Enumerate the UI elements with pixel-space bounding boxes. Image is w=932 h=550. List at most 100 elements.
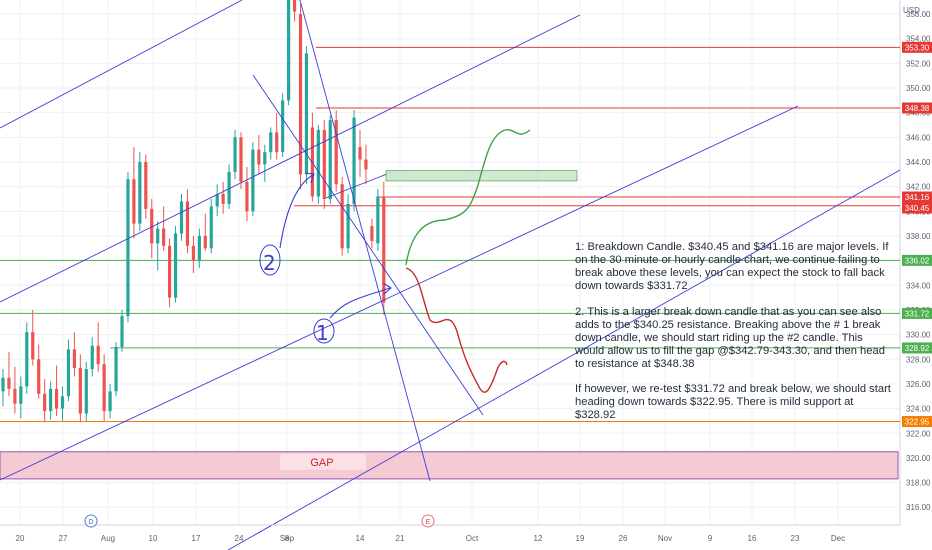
- candle-body: [126, 179, 130, 317]
- candle-body: [132, 179, 136, 224]
- event-marker-label: E: [426, 519, 431, 526]
- analysis-note-3: If however, we re-test $331.72 and break…: [575, 383, 895, 422]
- candle-body: [108, 391, 112, 412]
- price-level-tag-label: 340.45: [905, 204, 930, 213]
- candle-body: [84, 369, 88, 414]
- time-tick-label: 19: [576, 534, 585, 543]
- arrow-2: [279, 172, 315, 249]
- price-level-tag: [902, 254, 932, 266]
- time-tick-label: 20: [16, 534, 25, 543]
- price-tick-label: 346.00: [906, 133, 931, 142]
- candle-body: [144, 162, 148, 209]
- time-tick-label: 21: [396, 534, 405, 543]
- candle-body: [376, 196, 380, 244]
- candle-body: [114, 346, 118, 392]
- candle-body: [233, 137, 237, 172]
- candle-body: [322, 129, 326, 199]
- currency-label: USD: [903, 6, 920, 15]
- price-tick-label: 330.00: [906, 331, 931, 340]
- time-tick-label: 24: [235, 534, 244, 543]
- bearish-projection: [405, 267, 508, 393]
- price-level-tag: [902, 416, 932, 428]
- price-level-tag-label: 331.72: [905, 309, 930, 318]
- candle-body: [358, 147, 362, 160]
- price-tick-label: 318.00: [906, 479, 931, 488]
- time-tick-label: 10: [149, 534, 158, 543]
- event-marker-label: D: [88, 519, 93, 526]
- candle-body: [37, 359, 41, 394]
- candle-body: [370, 226, 374, 241]
- time-tick-label: 16: [748, 534, 757, 543]
- candle-body: [7, 377, 11, 389]
- time-tick-label: 17: [192, 534, 201, 543]
- candle-body: [304, 53, 309, 175]
- candle-body: [185, 201, 190, 246]
- channel-line: [0, 105, 799, 481]
- price-tick-label: 322.00: [906, 429, 931, 438]
- candle-body: [54, 388, 59, 409]
- candle-body: [269, 132, 273, 153]
- time-tick-label: 12: [534, 534, 543, 543]
- candle-body: [173, 233, 178, 298]
- candle-body: [382, 196, 386, 303]
- price-tick-label: 338.00: [906, 232, 931, 241]
- price-level-tag-label: 341.16: [905, 193, 930, 202]
- candle-body: [352, 117, 356, 204]
- channel-line: [325, 171, 393, 199]
- time-tick-label: 27: [59, 534, 68, 543]
- candle-body: [275, 132, 279, 153]
- candle-body: [346, 203, 350, 249]
- candle-body: [209, 206, 213, 249]
- time-tick-label: Oct: [466, 534, 479, 543]
- candle-body: [66, 349, 71, 397]
- price-tick-label: 326.00: [906, 380, 931, 389]
- time-tick-label: 14: [356, 534, 365, 543]
- time-tick-label: 8: [285, 534, 290, 543]
- gap-label-box: [280, 453, 366, 470]
- candle-body: [364, 159, 368, 170]
- price-tick-label: 316.00: [906, 503, 931, 512]
- candle-body: [31, 332, 35, 360]
- price-tick-label: 354.00: [906, 35, 931, 44]
- price-tick-label: 344.00: [906, 158, 931, 167]
- annotation-label-2: 2: [263, 251, 276, 275]
- candle-body: [19, 386, 23, 404]
- candle-body: [138, 162, 142, 224]
- candle-body: [13, 388, 17, 404]
- arrow-1: [329, 282, 392, 319]
- candle-body: [340, 184, 344, 249]
- candle-body: [227, 171, 231, 204]
- price-tick-label: 350.00: [906, 84, 931, 93]
- price-level-tag: [902, 202, 932, 214]
- price-level-tag: [902, 191, 932, 203]
- price-level-tag-label: 328.92: [905, 344, 930, 353]
- channel-line: [0, 0, 243, 129]
- time-tick-label: 9: [708, 534, 713, 543]
- candle-body: [292, 0, 297, 12]
- candle-body: [334, 120, 338, 185]
- event-marker: [421, 514, 435, 528]
- price-level-tag-label: 322.95: [905, 418, 930, 427]
- price-tick-label: 334.00: [906, 281, 931, 290]
- candle-body: [43, 393, 47, 412]
- time-tick-label: Aug: [101, 534, 115, 543]
- candle-body: [72, 349, 76, 368]
- annotation-circle-2: [259, 244, 281, 276]
- candle-body: [221, 194, 225, 204]
- price-tick-label: 324.00: [906, 405, 931, 414]
- candle-body: [257, 149, 261, 165]
- event-marker: [84, 514, 98, 528]
- price-tick-label: 352.00: [906, 59, 931, 68]
- time-tick-label: 26: [619, 534, 628, 543]
- price-tick-label: 356.00: [906, 10, 931, 19]
- trendline-drawings: 12: [0, 0, 901, 550]
- price-level-tag-label: 336.02: [905, 256, 930, 265]
- gap-zone: GAP: [0, 451, 899, 480]
- grid-lines: [0, 0, 900, 525]
- candle-body: [328, 120, 332, 199]
- candle-body: [251, 149, 255, 212]
- time-tick-label: Nov: [658, 534, 672, 543]
- candle-body: [179, 201, 184, 234]
- candle-body: [156, 228, 160, 244]
